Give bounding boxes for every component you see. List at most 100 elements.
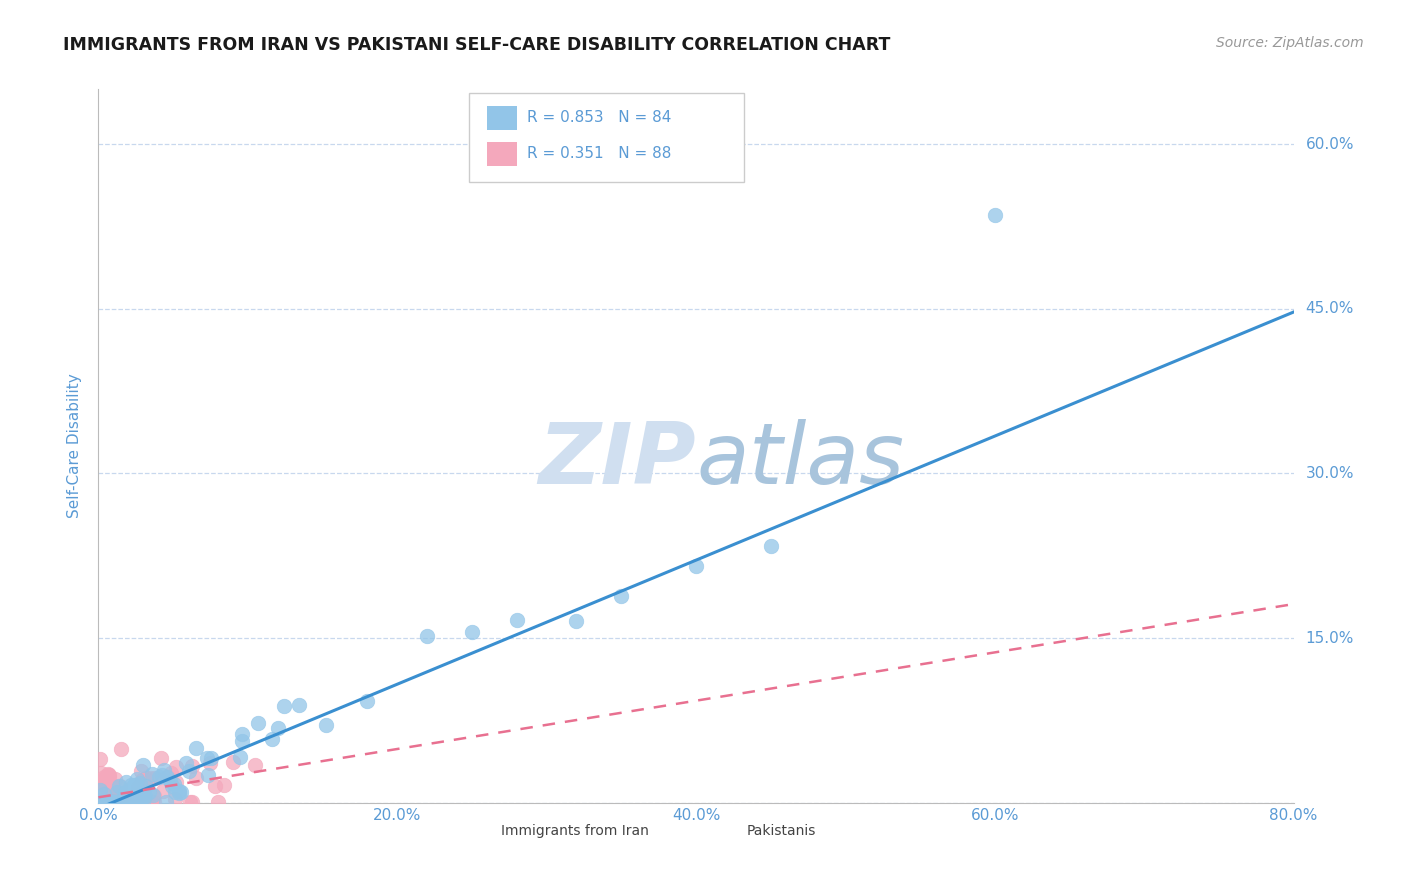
Point <box>90 795 112 809</box>
Point <box>142 789 165 803</box>
Point <box>127 780 149 794</box>
Point <box>177 764 200 779</box>
Point <box>131 795 153 809</box>
Point <box>110 795 132 809</box>
Point <box>105 786 128 800</box>
Point <box>565 615 588 629</box>
Point <box>461 624 484 639</box>
Point <box>105 784 128 798</box>
Point <box>90 795 112 809</box>
Point <box>138 785 160 799</box>
Point <box>98 771 121 785</box>
Point <box>122 795 145 809</box>
Point <box>110 741 132 756</box>
Text: 30.0%: 30.0% <box>1306 466 1354 481</box>
Point <box>93 795 115 809</box>
Point <box>127 794 149 808</box>
Point <box>184 772 207 786</box>
Point <box>231 733 253 747</box>
Point <box>101 795 124 809</box>
Point <box>247 716 270 731</box>
Point <box>610 590 633 604</box>
Point <box>141 767 163 781</box>
Point <box>195 751 218 765</box>
Point <box>200 750 222 764</box>
Point <box>273 698 295 713</box>
Point <box>685 558 707 573</box>
Point <box>114 787 136 801</box>
Point <box>165 784 187 798</box>
Point <box>198 756 221 770</box>
Point <box>91 795 114 809</box>
Point <box>96 795 118 809</box>
Point <box>120 795 142 809</box>
FancyBboxPatch shape <box>470 93 744 182</box>
Point <box>97 767 120 781</box>
Point <box>107 779 129 793</box>
Point <box>156 770 179 784</box>
Point <box>167 786 190 800</box>
Point <box>124 786 146 800</box>
Point <box>97 784 120 798</box>
Point <box>104 795 127 809</box>
Point <box>148 770 170 784</box>
Point <box>121 781 143 796</box>
Y-axis label: Self-Care Disability: Self-Care Disability <box>67 374 83 518</box>
Point <box>163 776 186 790</box>
Point <box>103 795 125 809</box>
Text: Source: ZipAtlas.com: Source: ZipAtlas.com <box>1216 36 1364 50</box>
Point <box>165 759 187 773</box>
Text: Pakistanis: Pakistanis <box>747 824 815 838</box>
Point <box>107 795 129 809</box>
Point <box>229 749 252 764</box>
Point <box>101 795 124 809</box>
Point <box>184 740 207 755</box>
Point <box>159 774 181 789</box>
Point <box>129 795 152 809</box>
Point <box>93 772 115 786</box>
Point <box>160 766 183 780</box>
Point <box>110 795 132 809</box>
Bar <box>486 142 517 166</box>
Bar <box>470 821 495 842</box>
Point <box>152 784 174 798</box>
Point <box>287 698 309 712</box>
Point <box>156 770 179 784</box>
Point <box>142 789 165 803</box>
Point <box>162 779 184 793</box>
Bar <box>486 106 517 130</box>
Point <box>91 795 114 809</box>
Point <box>110 795 132 809</box>
Point <box>134 789 156 803</box>
Point <box>356 694 378 708</box>
Point <box>131 757 153 772</box>
Point <box>89 795 111 809</box>
Point <box>135 779 157 793</box>
Point <box>231 727 253 741</box>
Point <box>100 795 122 809</box>
Point <box>181 795 204 809</box>
Point <box>90 795 112 809</box>
Point <box>118 795 141 809</box>
Point <box>759 539 782 553</box>
Point <box>91 783 114 797</box>
Point <box>128 795 150 809</box>
Point <box>125 778 148 792</box>
Point <box>169 784 191 798</box>
Point <box>122 795 145 809</box>
Text: ZIP: ZIP <box>538 418 696 502</box>
Point <box>97 785 120 799</box>
Point <box>89 782 111 797</box>
Point <box>984 209 1007 223</box>
Point <box>266 721 288 735</box>
Point <box>115 789 138 803</box>
Point <box>118 795 141 809</box>
Point <box>112 789 135 804</box>
Point <box>89 795 111 809</box>
Point <box>89 795 111 809</box>
Point <box>143 772 166 786</box>
Point <box>132 790 155 805</box>
Point <box>124 795 146 809</box>
Point <box>122 795 145 809</box>
Point <box>111 795 134 809</box>
